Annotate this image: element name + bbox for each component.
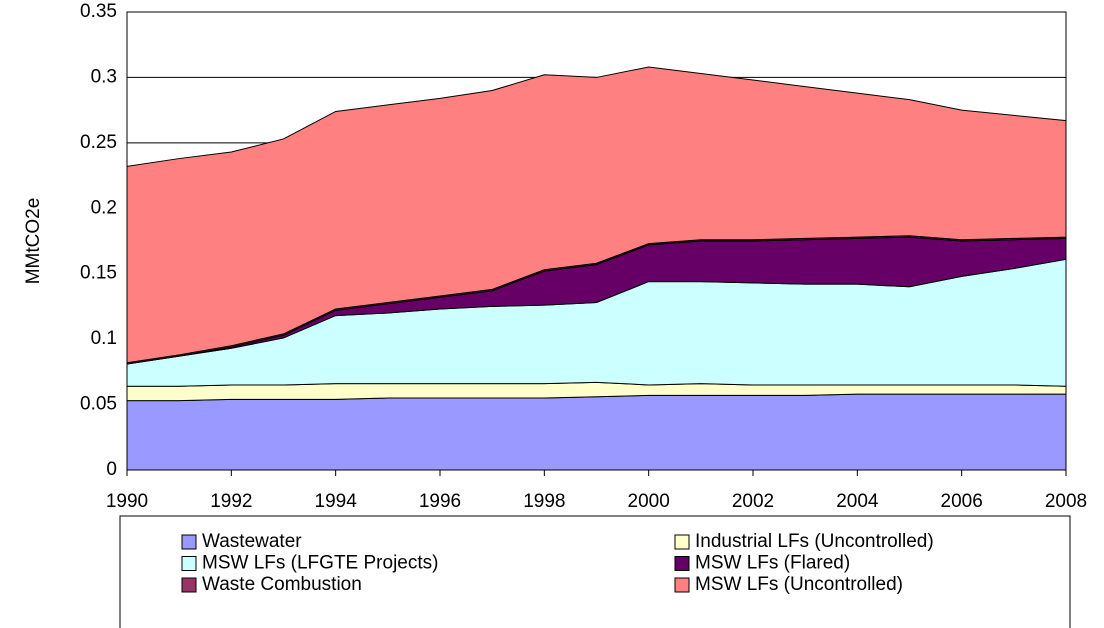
y-tick-label: 0.1 bbox=[91, 328, 117, 349]
legend-box bbox=[119, 515, 1071, 628]
y-tick-label: 0.25 bbox=[80, 132, 117, 153]
x-tick-label: 2004 bbox=[836, 491, 879, 512]
x-tick-label: 1992 bbox=[210, 491, 252, 512]
area bbox=[126, 393, 1067, 471]
x-tick-label: 1990 bbox=[106, 491, 148, 512]
legend-label: Wastewater bbox=[202, 531, 302, 552]
legend-label: MSW LFs (Uncontrolled) bbox=[695, 574, 903, 595]
legend-swatch bbox=[181, 577, 197, 593]
y-tick-label: 0.3 bbox=[91, 66, 117, 87]
y-tick-label: 0 bbox=[106, 459, 117, 480]
y-axis-label: MMtCO2e bbox=[23, 198, 44, 285]
x-tick-label: 2000 bbox=[628, 491, 670, 512]
legend-label: MSW LFs (Flared) bbox=[695, 553, 850, 574]
plot-border bbox=[126, 11, 1067, 471]
y-tick-label: 0.05 bbox=[80, 394, 117, 415]
x-tick-label: 1996 bbox=[419, 491, 461, 512]
x-tick-label: 2006 bbox=[941, 491, 983, 512]
legend-label: Industrial LFs (Uncontrolled) bbox=[695, 531, 934, 552]
y-tick-label: 0.35 bbox=[80, 1, 117, 22]
legend-swatch bbox=[674, 556, 690, 571]
x-tick-label: 2008 bbox=[1045, 491, 1087, 512]
y-tick-label: 0.2 bbox=[91, 197, 117, 218]
legend-swatch bbox=[181, 556, 197, 571]
legend-swatch bbox=[674, 577, 690, 593]
legend-label: Waste Combustion bbox=[202, 574, 362, 595]
x-tick-label: 2002 bbox=[732, 491, 774, 512]
x-tick-label: 1994 bbox=[315, 491, 358, 512]
legend-swatch bbox=[674, 534, 690, 550]
x-tick-label: 1998 bbox=[523, 491, 565, 512]
legend-label: MSW LFs (LFGTE Projects) bbox=[202, 553, 438, 574]
legend-swatch bbox=[181, 534, 197, 550]
y-tick-label: 0.15 bbox=[80, 263, 117, 284]
